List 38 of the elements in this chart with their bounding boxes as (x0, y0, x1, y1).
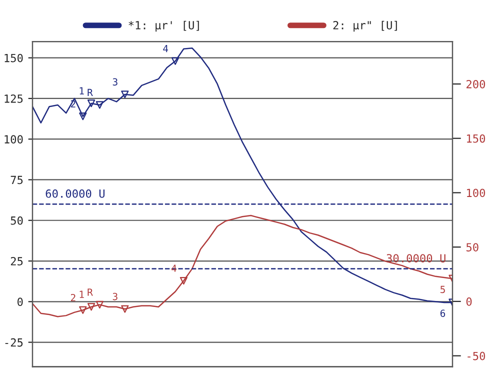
y-tick-label: 25 (10, 257, 23, 266)
annotation: 5 (440, 286, 445, 294)
y2-tick-label: 150 (467, 134, 486, 143)
y-tick-label: 50 (10, 216, 23, 225)
point (96, 300, 104, 308)
y-tick-label: -25 (5, 338, 23, 347)
annotation: 1 (80, 290, 84, 298)
ref-line-label: 60.0000 U (46, 189, 105, 198)
point (79, 112, 87, 120)
annotation: 3 (112, 78, 118, 86)
y-tick-label: 100 (4, 135, 23, 144)
point (121, 305, 129, 313)
annotation: 1 (80, 87, 84, 94)
point (79, 306, 87, 314)
point (87, 303, 96, 311)
y2-tick-label: 200 (466, 80, 486, 88)
annotation: 6 (440, 310, 446, 317)
point (121, 90, 129, 98)
annotation: 3 (112, 292, 118, 300)
legend-label: *1: μr' [U] (128, 20, 199, 32)
line-series (32, 214, 452, 318)
y2-tick-label: 100 (467, 188, 486, 198)
y-tick-label: 125 (4, 94, 23, 103)
annotation: R (88, 288, 93, 296)
point (171, 57, 180, 65)
legend-label: 2: μr" [U] (333, 20, 397, 32)
annotation: R (88, 88, 93, 96)
point (87, 100, 96, 108)
y-tick-label: 0 (18, 298, 23, 306)
y2-tick-label: 0 (466, 297, 472, 306)
point (180, 276, 188, 285)
y-tick-label: 75 (10, 176, 23, 184)
annotation: 4 (163, 45, 168, 52)
y-tick-label: 150 (4, 54, 23, 62)
annotation: 2 (70, 294, 76, 302)
y2-tick-label: 50 (466, 243, 478, 252)
point (96, 101, 104, 109)
y2-tick-label: -50 (468, 352, 486, 360)
